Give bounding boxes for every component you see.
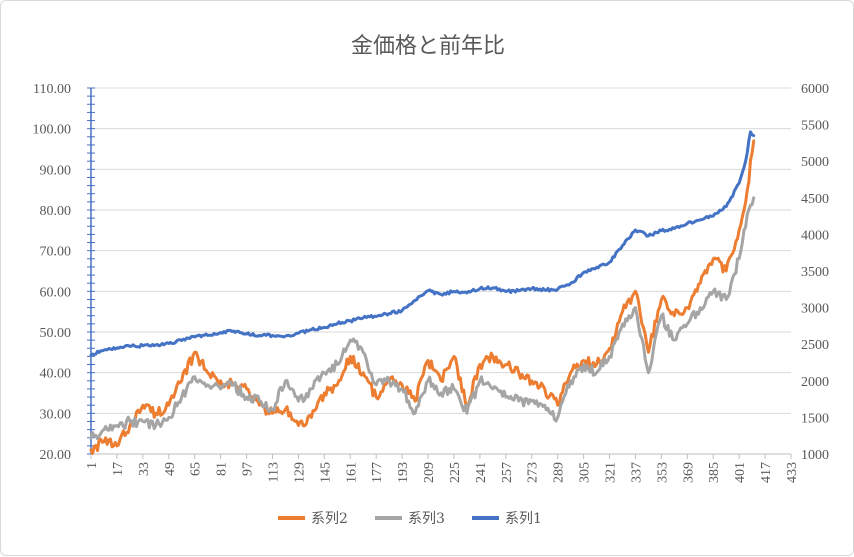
x-tick-label: 81 [215, 462, 230, 476]
series-line-系列1 [89, 130, 756, 357]
series-layer [89, 130, 756, 455]
left-tick-label: 40.00 [40, 367, 72, 382]
right-axis: 1000 1500 2000 2500 3000 3500 4000 4500 5000 5500… [801, 82, 829, 463]
x-tick-label: 353 [655, 462, 670, 483]
legend: 系列2 系列3 系列1 [278, 511, 542, 527]
x-tick-label: 241 [474, 462, 489, 483]
series-line-系列3 [89, 196, 756, 441]
x-tick-label: 65 [189, 462, 204, 476]
x-tick-label: 1 [85, 462, 100, 469]
x-tick-label: 177 [370, 462, 385, 483]
x-tick-label: 433 [785, 462, 800, 483]
x-tick-label: 401 [733, 462, 748, 483]
x-tick-label: 113 [266, 462, 281, 482]
right-tick-label: 5500 [801, 119, 829, 134]
x-tick-label: 49 [163, 462, 178, 476]
x-tick-label: 257 [500, 462, 515, 483]
x-tick-label: 161 [344, 462, 359, 483]
chart-title: 金価格と前年比 [351, 34, 505, 59]
left-tick-label: 50.00 [40, 326, 72, 341]
right-tick-label: 3500 [801, 265, 829, 280]
x-tick-label: 97 [241, 462, 256, 476]
legend-label-系列2: 系列2 [311, 511, 348, 527]
right-tick-label: 5000 [801, 155, 829, 170]
left-tick-label: 20.00 [40, 448, 72, 463]
legend-label-系列1: 系列1 [505, 511, 542, 527]
x-tick-label: 129 [292, 462, 307, 483]
x-axis: 1 17 33 49 65 81 97 113 129 145 161 177 193 209 225 241… [85, 453, 800, 483]
gridlines [91, 87, 791, 455]
right-tick-label: 6000 [801, 82, 829, 97]
x-tick-label: 305 [578, 462, 593, 483]
x-tick-label: 289 [552, 462, 567, 483]
x-tick-label: 225 [448, 462, 463, 483]
left-tick-label: 30.00 [40, 407, 72, 422]
x-tick-label: 369 [681, 462, 696, 483]
x-tick-label: 209 [422, 462, 437, 483]
x-tick-label: 321 [604, 462, 619, 483]
left-tick-label: 70.00 [40, 245, 72, 260]
x-tick-label: 337 [629, 462, 644, 483]
x-tick-label: 17 [111, 462, 126, 476]
legend-label-系列3: 系列3 [408, 511, 445, 527]
right-tick-label: 4500 [801, 192, 829, 207]
right-tick-label: 2000 [801, 375, 829, 390]
left-tick-label: 60.00 [40, 285, 72, 300]
left-tick-label: 100.00 [33, 123, 72, 138]
right-tick-label: 2500 [801, 338, 829, 353]
right-tick-label: 4000 [801, 228, 829, 243]
x-tick-label: 385 [707, 462, 722, 483]
right-tick-label: 1000 [801, 448, 829, 463]
left-tick-label: 80.00 [40, 204, 72, 219]
series-line-系列2 [89, 139, 756, 455]
left-axis: 20.00 30.00 40.00 50.00 60.00 70.00 80.00 90.00… [33, 82, 95, 463]
x-tick-label: 193 [396, 462, 411, 483]
x-tick-label: 33 [137, 462, 152, 476]
left-tick-label: 90.00 [40, 163, 72, 178]
right-tick-label: 1500 [801, 411, 829, 426]
x-tick-label: 145 [318, 462, 333, 483]
right-tick-label: 3000 [801, 302, 829, 317]
left-tick-label: 110.00 [33, 82, 71, 97]
x-tick-label: 273 [526, 462, 541, 483]
x-tick-label: 417 [759, 462, 774, 483]
